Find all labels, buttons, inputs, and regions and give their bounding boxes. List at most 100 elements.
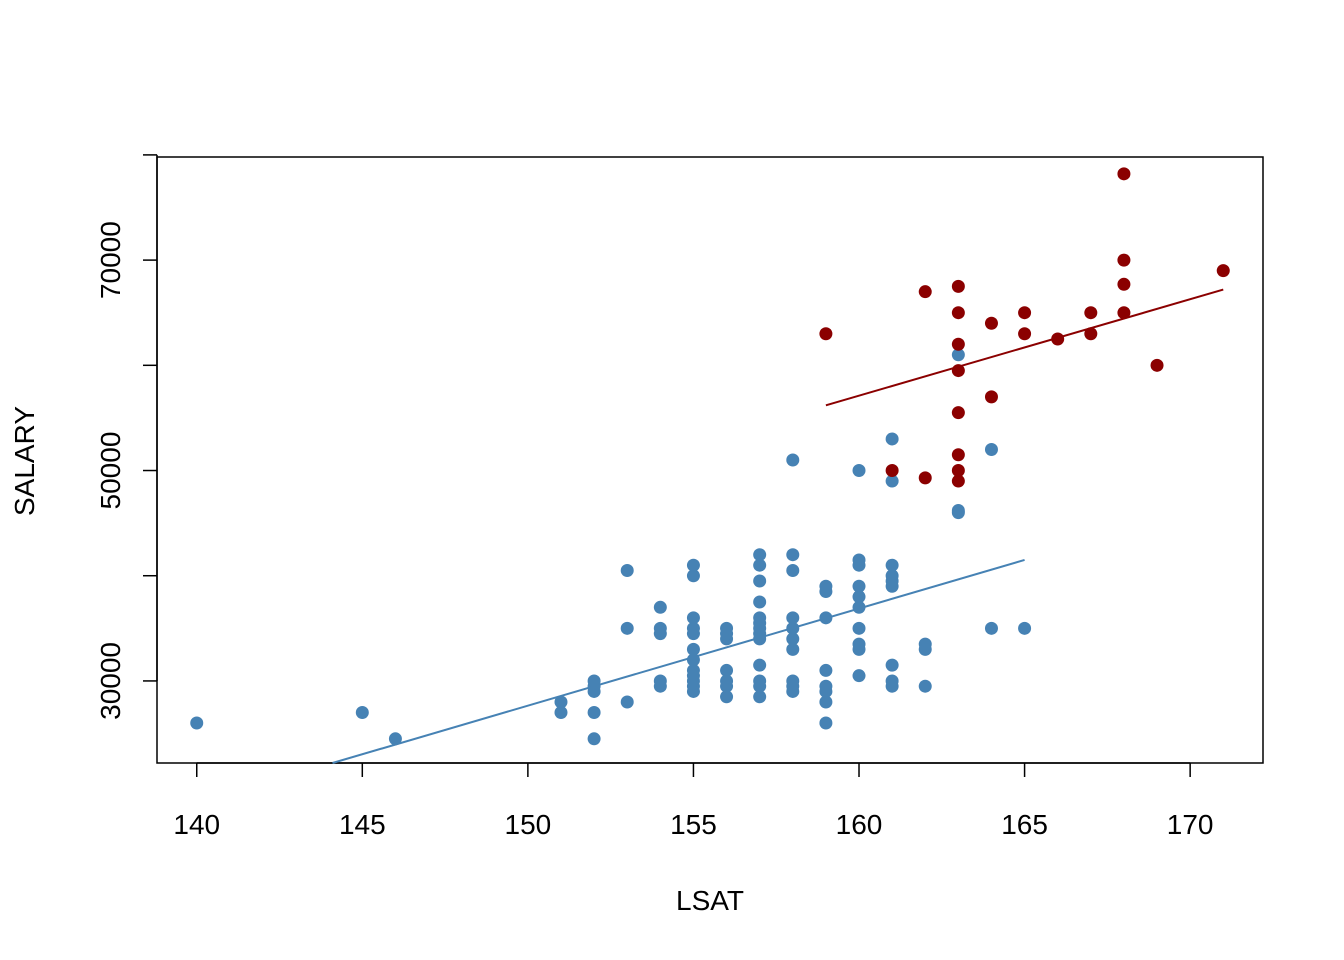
data-point-series-0	[852, 600, 866, 614]
x-tick-label: 170	[1167, 809, 1214, 840]
data-point-series-1	[951, 364, 965, 378]
data-point-series-0	[587, 732, 601, 746]
data-point-series-0	[355, 706, 369, 719]
data-point-series-0	[786, 632, 800, 646]
data-point-series-0	[587, 674, 601, 688]
data-point-series-1	[1117, 306, 1131, 320]
y-axis: 30000 50000 70000	[95, 154, 158, 720]
data-point-series-0	[686, 569, 700, 583]
data-point-series-0	[984, 442, 998, 456]
data-point-series-0	[819, 679, 833, 693]
data-point-series-0	[852, 669, 866, 683]
data-point-series-0	[686, 642, 700, 656]
data-point-series-0	[786, 611, 800, 625]
data-point-series-0	[686, 663, 700, 677]
data-point-series-1	[1084, 327, 1098, 341]
data-point-series-0	[885, 569, 899, 583]
data-point-series-1	[1216, 264, 1230, 278]
data-point-series-0	[786, 621, 800, 635]
data-point-series-0	[885, 474, 899, 488]
data-point-series-0	[819, 663, 833, 677]
data-point-series-0	[918, 679, 932, 693]
data-point-series-1	[1018, 306, 1032, 320]
data-point-series-0	[620, 621, 634, 635]
data-point-series-1	[1117, 277, 1131, 291]
data-point-series-0	[819, 716, 833, 730]
data-point-series-0	[1018, 621, 1032, 635]
data-point-series-0	[852, 464, 866, 478]
data-point-series-1	[1084, 306, 1098, 320]
y-axis-label: SALARY	[9, 406, 40, 516]
data-point-series-1	[1051, 332, 1065, 346]
data-point-series-0	[686, 611, 700, 625]
data-point-series-0	[819, 611, 833, 625]
data-point-series-0	[753, 674, 767, 688]
y-tick-label: 30000	[95, 642, 126, 720]
data-point-series-0	[554, 695, 568, 709]
data-point-series-1	[918, 471, 932, 485]
data-point-series-1	[951, 306, 965, 320]
data-point-series-0	[653, 600, 667, 614]
data-point-series-1	[885, 464, 899, 478]
data-point-series-0	[786, 548, 800, 562]
data-point-series-0	[951, 348, 965, 362]
data-points	[190, 167, 1230, 746]
data-point-series-1	[951, 337, 965, 351]
data-point-series-0	[720, 663, 734, 677]
data-point-series-0	[885, 558, 899, 572]
data-point-series-0	[653, 621, 667, 635]
data-point-series-0	[918, 637, 932, 651]
data-point-series-1	[984, 390, 998, 404]
data-point-series-0	[753, 690, 767, 704]
data-point-series-0	[984, 621, 998, 635]
x-tick-label: 145	[339, 809, 386, 840]
data-point-series-0	[720, 674, 734, 688]
data-point-series-0	[753, 595, 767, 609]
data-point-series-1	[984, 316, 998, 330]
data-point-series-1	[1117, 253, 1131, 267]
data-point-series-0	[753, 658, 767, 672]
data-point-series-1	[951, 279, 965, 293]
data-point-series-0	[852, 621, 866, 635]
data-point-series-0	[620, 695, 634, 709]
data-point-series-0	[388, 732, 402, 746]
x-tick-label: 150	[505, 809, 552, 840]
fit-lines	[332, 288, 1224, 764]
data-point-series-0	[686, 558, 700, 572]
data-point-series-0	[753, 548, 767, 562]
data-point-series-0	[786, 674, 800, 688]
data-point-series-0	[786, 453, 800, 467]
data-point-series-0	[885, 674, 899, 688]
data-point-series-0	[852, 637, 866, 651]
x-axis-label: LSAT	[676, 885, 744, 916]
data-point-series-0	[951, 504, 965, 517]
data-point-series-0	[720, 690, 734, 704]
data-point-series-0	[554, 706, 568, 719]
x-axis: 140 145 150 155 160 165 170	[173, 762, 1214, 840]
data-point-series-0	[819, 695, 833, 709]
data-point-series-0	[786, 563, 800, 577]
data-point-series-0	[620, 563, 634, 577]
x-tick-label: 160	[836, 809, 883, 840]
data-point-series-0	[686, 653, 700, 667]
plot-frame	[156, 156, 1264, 764]
data-point-series-0	[587, 706, 601, 719]
data-point-series-1	[1150, 358, 1164, 372]
data-point-series-0	[753, 558, 767, 572]
data-point-series-0	[753, 574, 767, 588]
y-tick-label: 50000	[95, 432, 126, 510]
y-tick-label: 70000	[95, 221, 126, 299]
x-tick-label: 140	[173, 809, 220, 840]
data-point-series-0	[720, 621, 734, 635]
data-point-series-0	[819, 579, 833, 593]
data-point-series-0	[885, 432, 899, 446]
data-point-series-1	[819, 327, 833, 341]
data-point-series-0	[786, 642, 800, 656]
data-point-series-1	[951, 406, 965, 420]
x-tick-label: 165	[1001, 809, 1048, 840]
data-point-series-1	[1018, 327, 1032, 341]
fit-line-0	[332, 558, 1025, 764]
data-point-series-0	[686, 621, 700, 635]
data-point-series-0	[190, 716, 204, 730]
